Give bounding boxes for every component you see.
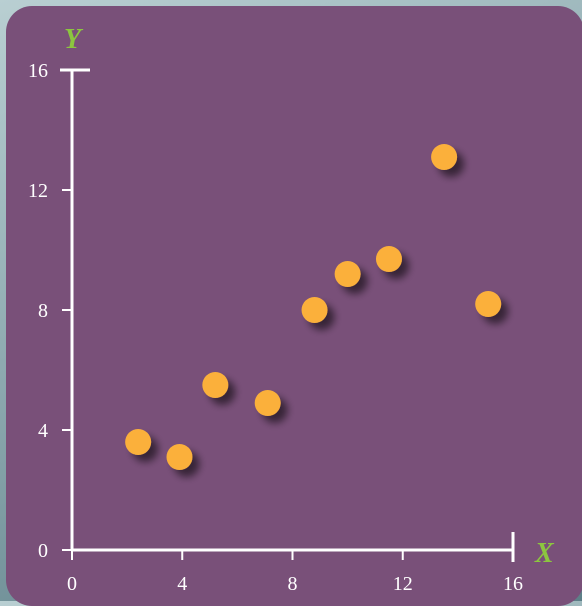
data-point <box>375 246 402 272</box>
x-tick-label: 8 <box>288 573 298 595</box>
data-point <box>431 144 458 170</box>
data-point <box>125 429 152 455</box>
x-tick-label: 4 <box>177 573 187 595</box>
data-point <box>202 372 229 398</box>
y-tick-label: 4 <box>38 420 48 442</box>
y-tick-label: 0 <box>38 540 48 562</box>
chart-panel: 0 4 8 12 16 0 4 8 12 16 Y X <box>6 6 582 606</box>
data-point <box>254 390 281 416</box>
data-point <box>334 261 361 287</box>
tick-labels: 0 4 8 12 16 0 4 8 12 16 <box>28 60 523 595</box>
x-axis-title: X <box>534 538 555 569</box>
axes <box>60 68 515 562</box>
data-points <box>125 144 502 470</box>
x-tick-label: 12 <box>393 573 413 595</box>
y-tick-label: 12 <box>28 180 48 202</box>
x-tick-label: 0 <box>67 573 77 595</box>
y-tick-label: 8 <box>38 300 48 322</box>
scatter-chart: 0 4 8 12 16 0 4 8 12 16 Y X <box>6 6 582 606</box>
data-point <box>475 291 502 317</box>
data-point <box>301 297 328 323</box>
x-tick-label: 16 <box>503 573 523 595</box>
y-axis-title: Y <box>64 24 84 55</box>
data-point <box>166 444 193 470</box>
y-tick-label: 16 <box>28 60 48 82</box>
